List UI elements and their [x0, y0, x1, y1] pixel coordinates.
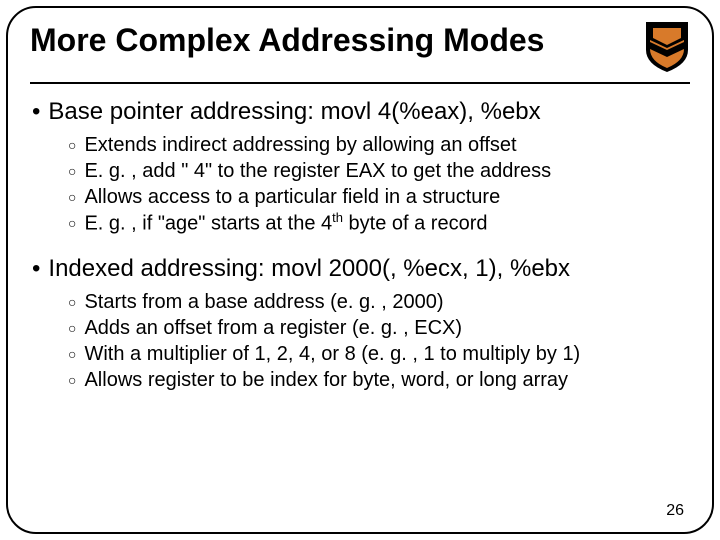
circle-bullet-icon: ○ — [68, 210, 76, 237]
sub-bullet: ○ Starts from a base address (e. g. , 20… — [68, 289, 690, 315]
header: More Complex Addressing Modes — [30, 22, 690, 84]
sub-bullet: ○ E. g. , add " 4" to the register EAX t… — [68, 158, 690, 184]
circle-bullet-icon: ○ — [68, 158, 76, 184]
circle-bullet-icon: ○ — [68, 367, 76, 393]
main-bullet-text: Indexed addressing: movl 2000(, %ecx, 1)… — [48, 255, 570, 283]
sub-bullet-text: Extends indirect addressing by allowing … — [84, 132, 516, 158]
sub-bullet: ○ Adds an offset from a register (e. g. … — [68, 315, 690, 341]
sub-bullet-text: Allows access to a particular field in a… — [84, 184, 500, 210]
bullet-dot-icon: • — [32, 255, 40, 283]
sub-bullet-text: Starts from a base address (e. g. , 2000… — [84, 289, 443, 315]
circle-bullet-icon: ○ — [68, 289, 76, 315]
sub-list-0: ○ Extends indirect addressing by allowin… — [68, 132, 690, 237]
main-bullet-0: • Base pointer addressing: movl 4(%eax),… — [32, 98, 690, 126]
circle-bullet-icon: ○ — [68, 341, 76, 367]
sub-bullet-text: E. g. , add " 4" to the register EAX to … — [84, 158, 551, 184]
circle-bullet-icon: ○ — [68, 184, 76, 210]
sub-bullet-text: Allows register to be index for byte, wo… — [84, 367, 568, 393]
sub-bullet-text: With a multiplier of 1, 2, 4, or 8 (e. g… — [84, 341, 580, 367]
sub-list-1: ○ Starts from a base address (e. g. , 20… — [68, 289, 690, 393]
sub-bullet-text: Adds an offset from a register (e. g. , … — [84, 315, 462, 341]
sub-bullet: ○ With a multiplier of 1, 2, 4, or 8 (e.… — [68, 341, 690, 367]
sub-bullet: ○ E. g. , if "age" starts at the 4th byt… — [68, 210, 690, 237]
circle-bullet-icon: ○ — [68, 132, 76, 158]
bullet-dot-icon: • — [32, 98, 40, 126]
slide-frame: More Complex Addressing Modes • Base poi… — [6, 6, 714, 534]
main-bullet-text: Base pointer addressing: movl 4(%eax), %… — [48, 98, 540, 126]
sub-bullet: ○ Allows register to be index for byte, … — [68, 367, 690, 393]
main-bullet-1: • Indexed addressing: movl 2000(, %ecx, … — [32, 255, 690, 283]
page-number: 26 — [666, 502, 684, 520]
sub-bullet-text: E. g. , if "age" starts at the 4th byte … — [84, 210, 487, 237]
content: • Base pointer addressing: movl 4(%eax),… — [30, 98, 690, 393]
circle-bullet-icon: ○ — [68, 315, 76, 341]
sub-bullet: ○ Allows access to a particular field in… — [68, 184, 690, 210]
sub-bullet: ○ Extends indirect addressing by allowin… — [68, 132, 690, 158]
princeton-shield-icon — [644, 20, 690, 74]
slide-title: More Complex Addressing Modes — [30, 22, 544, 59]
